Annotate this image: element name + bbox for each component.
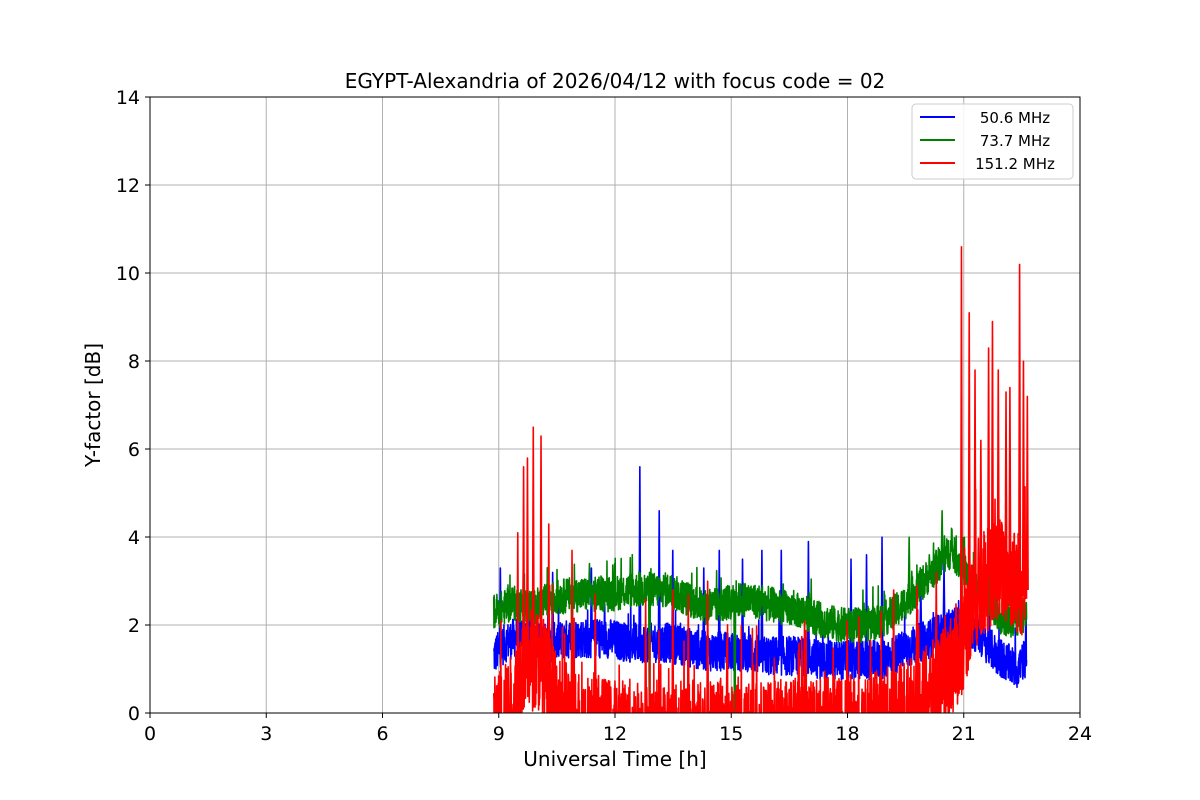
x-tick-label: 18 — [835, 723, 859, 745]
chart-title: EGYPT-Alexandria of 2026/04/12 with focu… — [345, 69, 886, 93]
x-tick-label: 9 — [493, 723, 505, 745]
legend-label-50mhz: 50.6 MHz — [980, 109, 1050, 127]
y-tick-label: 8 — [128, 351, 140, 373]
y-tick-label: 4 — [128, 527, 140, 549]
x-tick-label: 3 — [260, 723, 272, 745]
x-tick-label: 0 — [144, 723, 156, 745]
y-tick-label: 12 — [116, 175, 140, 197]
x-tick-label: 6 — [376, 723, 388, 745]
x-tick-label: 15 — [719, 723, 743, 745]
plot-area — [492, 246, 1029, 713]
y-tick-label: 6 — [128, 439, 140, 461]
x-tick-label: 21 — [952, 723, 976, 745]
y-tick-label: 14 — [116, 87, 140, 109]
legend-label-73mhz: 73.7 MHz — [980, 132, 1050, 150]
y-tick-label: 2 — [128, 615, 140, 637]
x-axis-label: Universal Time [h] — [523, 747, 706, 771]
legend-box — [911, 103, 1074, 180]
x-tick-label: 12 — [603, 723, 627, 745]
series-line-151-2-mhz — [492, 246, 1029, 713]
y-tick-label: 0 — [128, 703, 140, 725]
y-tick-label: 10 — [116, 263, 140, 285]
legend: 50.6 MHz 73.7 MHz 151.2 MHz — [911, 103, 1074, 180]
x-tick-label: 24 — [1068, 723, 1092, 745]
y-axis-label: Y-factor [dB] — [81, 343, 105, 468]
legend-label-151mhz: 151.2 MHz — [975, 155, 1055, 173]
series-layer — [492, 246, 1029, 713]
